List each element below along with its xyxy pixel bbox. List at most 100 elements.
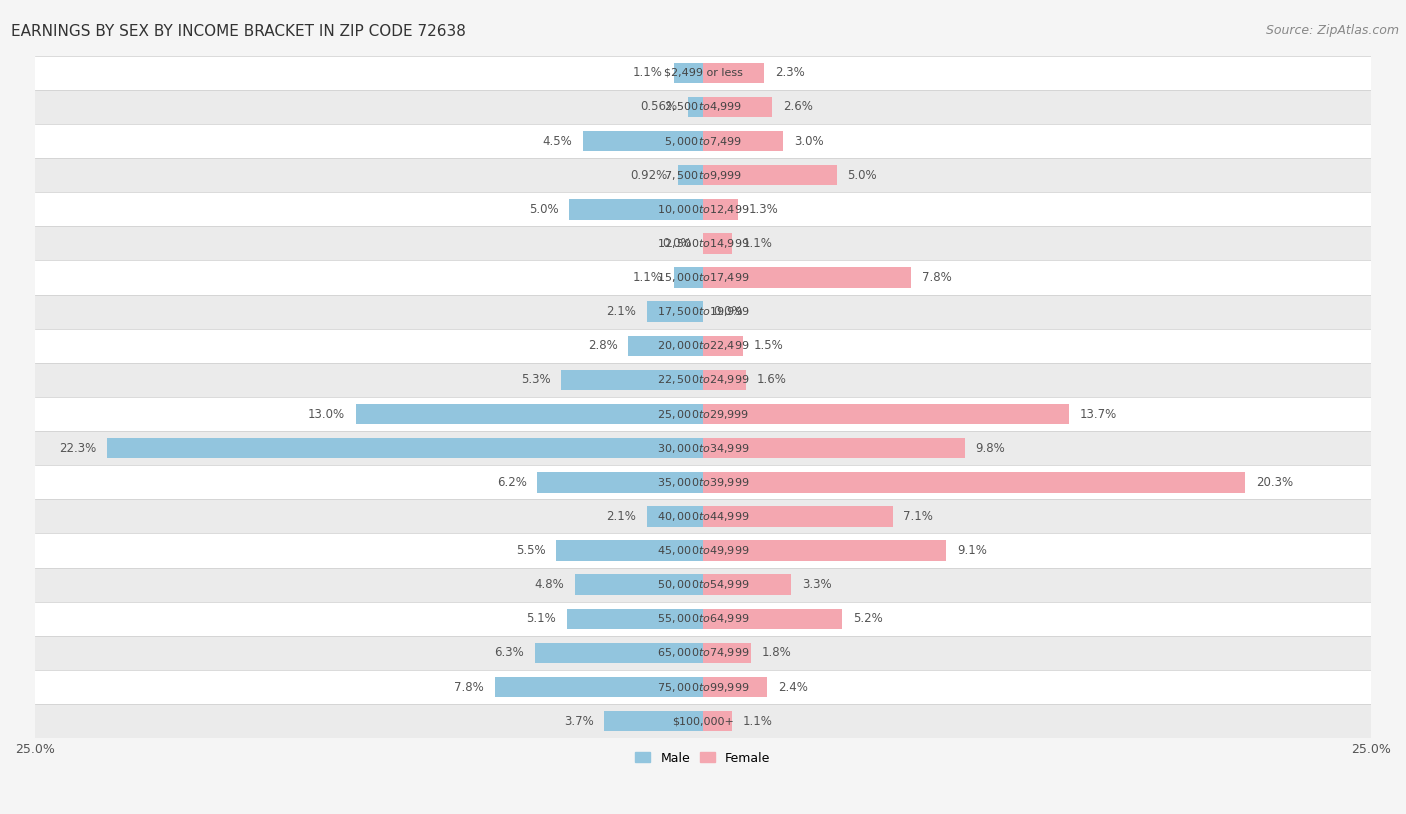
Bar bbox=[569, 199, 703, 220]
Bar bbox=[703, 676, 768, 698]
Text: EARNINGS BY SEX BY INCOME BRACKET IN ZIP CODE 72638: EARNINGS BY SEX BY INCOME BRACKET IN ZIP… bbox=[11, 24, 467, 39]
Text: 13.0%: 13.0% bbox=[308, 408, 344, 421]
Bar bbox=[582, 131, 703, 151]
Text: $7,500 to $9,999: $7,500 to $9,999 bbox=[664, 168, 742, 182]
Text: $35,000 to $39,999: $35,000 to $39,999 bbox=[657, 475, 749, 488]
Bar bbox=[703, 506, 893, 527]
Text: 3.0%: 3.0% bbox=[794, 134, 824, 147]
Bar bbox=[628, 335, 703, 356]
Text: $40,000 to $44,999: $40,000 to $44,999 bbox=[657, 510, 749, 523]
Text: 5.1%: 5.1% bbox=[526, 612, 555, 625]
Bar bbox=[647, 506, 703, 527]
Bar bbox=[35, 226, 1371, 260]
Text: $75,000 to $99,999: $75,000 to $99,999 bbox=[657, 681, 749, 694]
Text: 0.0%: 0.0% bbox=[662, 237, 692, 250]
Text: 2.4%: 2.4% bbox=[778, 681, 807, 694]
Bar bbox=[703, 199, 738, 220]
Bar bbox=[35, 466, 1371, 499]
Text: $50,000 to $54,999: $50,000 to $54,999 bbox=[657, 578, 749, 591]
Text: 1.8%: 1.8% bbox=[762, 646, 792, 659]
Bar bbox=[35, 499, 1371, 533]
Bar bbox=[35, 192, 1371, 226]
Bar bbox=[703, 472, 1246, 492]
Bar bbox=[495, 676, 703, 698]
Bar bbox=[35, 567, 1371, 602]
Bar bbox=[35, 158, 1371, 192]
Text: 5.5%: 5.5% bbox=[516, 544, 546, 557]
Bar bbox=[35, 124, 1371, 158]
Text: $20,000 to $22,499: $20,000 to $22,499 bbox=[657, 339, 749, 352]
Text: $22,500 to $24,999: $22,500 to $24,999 bbox=[657, 374, 749, 387]
Bar bbox=[703, 97, 772, 117]
Bar bbox=[703, 404, 1069, 424]
Text: 1.3%: 1.3% bbox=[748, 203, 778, 216]
Text: 7.8%: 7.8% bbox=[922, 271, 952, 284]
Bar bbox=[688, 97, 703, 117]
Text: 2.3%: 2.3% bbox=[775, 66, 804, 79]
Bar bbox=[703, 711, 733, 732]
Bar bbox=[703, 540, 946, 561]
Bar bbox=[35, 90, 1371, 124]
Text: 1.1%: 1.1% bbox=[744, 715, 773, 728]
Text: 4.8%: 4.8% bbox=[534, 578, 564, 591]
Text: 20.3%: 20.3% bbox=[1256, 475, 1294, 488]
Text: $30,000 to $34,999: $30,000 to $34,999 bbox=[657, 442, 749, 455]
Text: $12,500 to $14,999: $12,500 to $14,999 bbox=[657, 237, 749, 250]
Bar bbox=[703, 165, 837, 186]
Text: $25,000 to $29,999: $25,000 to $29,999 bbox=[657, 408, 749, 421]
Bar bbox=[703, 131, 783, 151]
Bar bbox=[35, 533, 1371, 567]
Bar bbox=[35, 670, 1371, 704]
Text: 2.6%: 2.6% bbox=[783, 100, 813, 113]
Text: $2,499 or less: $2,499 or less bbox=[664, 68, 742, 78]
Text: $17,500 to $19,999: $17,500 to $19,999 bbox=[657, 305, 749, 318]
Text: 3.3%: 3.3% bbox=[801, 578, 831, 591]
Text: 5.0%: 5.0% bbox=[529, 203, 558, 216]
Text: 22.3%: 22.3% bbox=[59, 442, 97, 455]
Bar bbox=[673, 267, 703, 288]
Text: 0.0%: 0.0% bbox=[714, 305, 744, 318]
Text: 5.0%: 5.0% bbox=[848, 168, 877, 182]
Bar bbox=[703, 609, 842, 629]
Bar bbox=[107, 438, 703, 458]
Text: $10,000 to $12,499: $10,000 to $12,499 bbox=[657, 203, 749, 216]
Bar bbox=[605, 711, 703, 732]
Text: $65,000 to $74,999: $65,000 to $74,999 bbox=[657, 646, 749, 659]
Text: $5,000 to $7,499: $5,000 to $7,499 bbox=[664, 134, 742, 147]
Bar bbox=[356, 404, 703, 424]
Bar bbox=[561, 370, 703, 390]
Text: 2.1%: 2.1% bbox=[606, 510, 636, 523]
Text: 9.1%: 9.1% bbox=[957, 544, 987, 557]
Bar bbox=[35, 363, 1371, 397]
Text: 2.8%: 2.8% bbox=[588, 339, 617, 352]
Bar bbox=[35, 295, 1371, 329]
Bar bbox=[35, 397, 1371, 431]
Text: 13.7%: 13.7% bbox=[1080, 408, 1116, 421]
Text: 5.2%: 5.2% bbox=[852, 612, 883, 625]
Bar bbox=[575, 575, 703, 595]
Bar bbox=[35, 329, 1371, 363]
Bar bbox=[703, 575, 792, 595]
Text: Source: ZipAtlas.com: Source: ZipAtlas.com bbox=[1265, 24, 1399, 37]
Bar bbox=[567, 609, 703, 629]
Bar bbox=[703, 233, 733, 254]
Text: 4.5%: 4.5% bbox=[543, 134, 572, 147]
Bar bbox=[703, 438, 965, 458]
Text: 7.8%: 7.8% bbox=[454, 681, 484, 694]
Text: 1.1%: 1.1% bbox=[744, 237, 773, 250]
Text: $45,000 to $49,999: $45,000 to $49,999 bbox=[657, 544, 749, 557]
Text: 0.92%: 0.92% bbox=[630, 168, 668, 182]
Text: 7.1%: 7.1% bbox=[904, 510, 934, 523]
Bar bbox=[537, 472, 703, 492]
Bar bbox=[679, 165, 703, 186]
Text: $55,000 to $64,999: $55,000 to $64,999 bbox=[657, 612, 749, 625]
Bar bbox=[35, 260, 1371, 295]
Legend: Male, Female: Male, Female bbox=[630, 746, 776, 769]
Text: 1.1%: 1.1% bbox=[633, 66, 662, 79]
Text: 5.3%: 5.3% bbox=[522, 374, 551, 387]
Bar bbox=[673, 63, 703, 83]
Text: 1.5%: 1.5% bbox=[754, 339, 783, 352]
Bar bbox=[35, 602, 1371, 636]
Text: 3.7%: 3.7% bbox=[564, 715, 593, 728]
Text: 6.3%: 6.3% bbox=[495, 646, 524, 659]
